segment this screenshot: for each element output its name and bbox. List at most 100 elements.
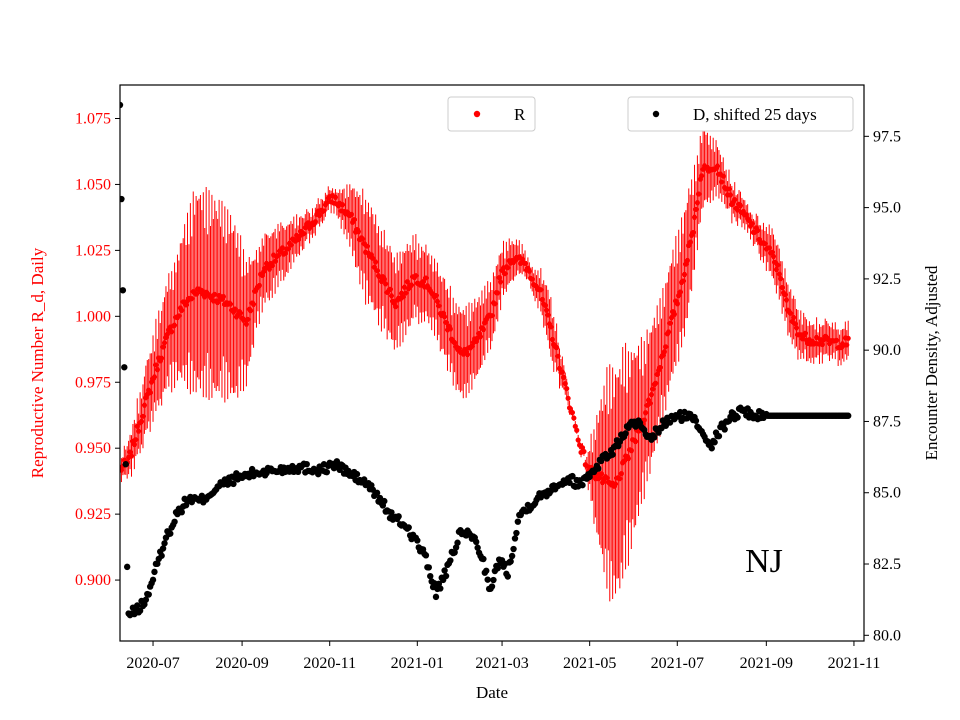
d-point xyxy=(151,568,158,576)
y-right-tick-label: 95.0 xyxy=(873,200,901,217)
d-point xyxy=(123,563,131,571)
d-point xyxy=(230,480,237,488)
y-right-tick-label: 85.0 xyxy=(873,485,901,502)
d-point xyxy=(120,195,125,203)
y-left-tick-label: 0.925 xyxy=(75,506,111,523)
y-left-tick-label: 1.075 xyxy=(75,110,111,127)
y-right-tick-label: 87.5 xyxy=(873,413,901,430)
d-point xyxy=(494,565,501,572)
r-point xyxy=(571,415,577,421)
r-point xyxy=(574,427,580,433)
y-left-tick-label: 0.950 xyxy=(75,440,111,457)
d-point xyxy=(442,572,450,580)
d-point xyxy=(451,549,458,556)
legend-d-marker xyxy=(652,110,660,118)
d-point xyxy=(651,434,658,441)
d-point xyxy=(120,287,127,294)
r-point xyxy=(581,448,587,455)
y-right-tick-label: 90.0 xyxy=(873,342,901,359)
d-point xyxy=(708,445,715,452)
d-point xyxy=(510,545,517,553)
d-point xyxy=(154,560,161,567)
state-annotation: NJ xyxy=(745,543,783,580)
d-point xyxy=(513,529,520,537)
d-point xyxy=(609,451,616,458)
d-point xyxy=(395,513,402,520)
d-point xyxy=(159,545,167,552)
y-axis-left-label: Reproductive Number R_d, Daily xyxy=(28,247,47,478)
r-point xyxy=(565,395,571,401)
y-left-tick-label: 0.900 xyxy=(75,572,111,589)
d-point xyxy=(454,539,461,546)
d-point xyxy=(432,593,440,601)
x-tick-label: 2021-01 xyxy=(391,655,444,672)
legend-r-box xyxy=(447,96,536,132)
legend-d: D, shifted 25 days xyxy=(627,96,854,132)
x-tick-label: 2020-09 xyxy=(215,655,268,672)
y-left-tick-label: 1.000 xyxy=(75,308,111,325)
y-left-tick-label: 1.025 xyxy=(75,242,111,259)
d-point xyxy=(294,468,302,476)
d-point xyxy=(480,555,487,563)
legend-r-marker xyxy=(473,110,481,118)
d-point xyxy=(514,518,522,525)
d-point xyxy=(484,576,491,583)
d-point xyxy=(474,544,481,551)
r-point xyxy=(564,386,570,392)
d-point xyxy=(579,481,586,489)
d-series xyxy=(120,101,852,619)
d-point xyxy=(488,583,496,590)
d-point xyxy=(715,432,723,440)
d-point xyxy=(353,470,361,478)
y-axis-right-label: Encounter Density, Adjusted xyxy=(922,265,941,460)
d-point xyxy=(483,567,490,574)
d-point xyxy=(178,508,185,516)
d-point xyxy=(405,524,412,531)
d-point xyxy=(447,557,454,564)
y-axis-left: 0.900 0.925 0.950 0.975 1.000 1.025 1.050 1.075 xyxy=(75,110,120,589)
y-right-tick-label: 92.5 xyxy=(873,271,901,288)
x-tick-label: 2021-05 xyxy=(563,655,616,672)
y-right-tick-label: 97.5 xyxy=(873,128,901,145)
d-point xyxy=(427,572,434,580)
d-point xyxy=(569,472,576,480)
d-point xyxy=(388,509,395,516)
d-point xyxy=(441,567,448,574)
d-point xyxy=(504,573,511,580)
r-point xyxy=(569,409,576,416)
d-point xyxy=(145,591,152,598)
y-right-tick-label: 82.5 xyxy=(873,556,901,573)
r-point xyxy=(845,335,851,341)
d-point xyxy=(422,552,430,559)
d-point xyxy=(171,518,178,525)
d-point xyxy=(142,596,150,603)
legend-d-label: D, shifted 25 days xyxy=(693,105,817,124)
d-point xyxy=(711,439,718,446)
legend-r-label: R xyxy=(514,105,526,124)
d-point xyxy=(622,430,629,437)
legend-r: R xyxy=(447,96,536,132)
d-point xyxy=(121,364,128,371)
x-axis: 2020-07 2020-09 2020-11 2021-01 2021-03 2021-… xyxy=(126,641,880,672)
y-left-tick-label: 0.975 xyxy=(75,374,111,391)
d-point xyxy=(734,414,741,421)
d-point xyxy=(507,558,514,565)
plot-frame xyxy=(119,84,865,642)
d-point xyxy=(490,576,497,584)
d-point xyxy=(360,476,368,483)
d-point xyxy=(303,460,310,468)
y-left-tick-label: 1.050 xyxy=(75,176,111,193)
d-point xyxy=(721,426,728,433)
legend-d-box xyxy=(627,96,854,132)
d-point xyxy=(120,101,124,109)
d-point xyxy=(323,468,331,476)
x-tick-label: 2020-11 xyxy=(303,655,356,672)
d-point xyxy=(425,564,433,571)
d-point xyxy=(414,537,421,544)
y-axis-right: 80.0 82.5 85.0 87.5 90.0 92.5 95.0 97.5 xyxy=(864,128,901,644)
d-point xyxy=(149,576,157,584)
d-point xyxy=(508,552,516,560)
x-tick-label: 2021-09 xyxy=(740,655,793,672)
d-point xyxy=(692,417,700,424)
